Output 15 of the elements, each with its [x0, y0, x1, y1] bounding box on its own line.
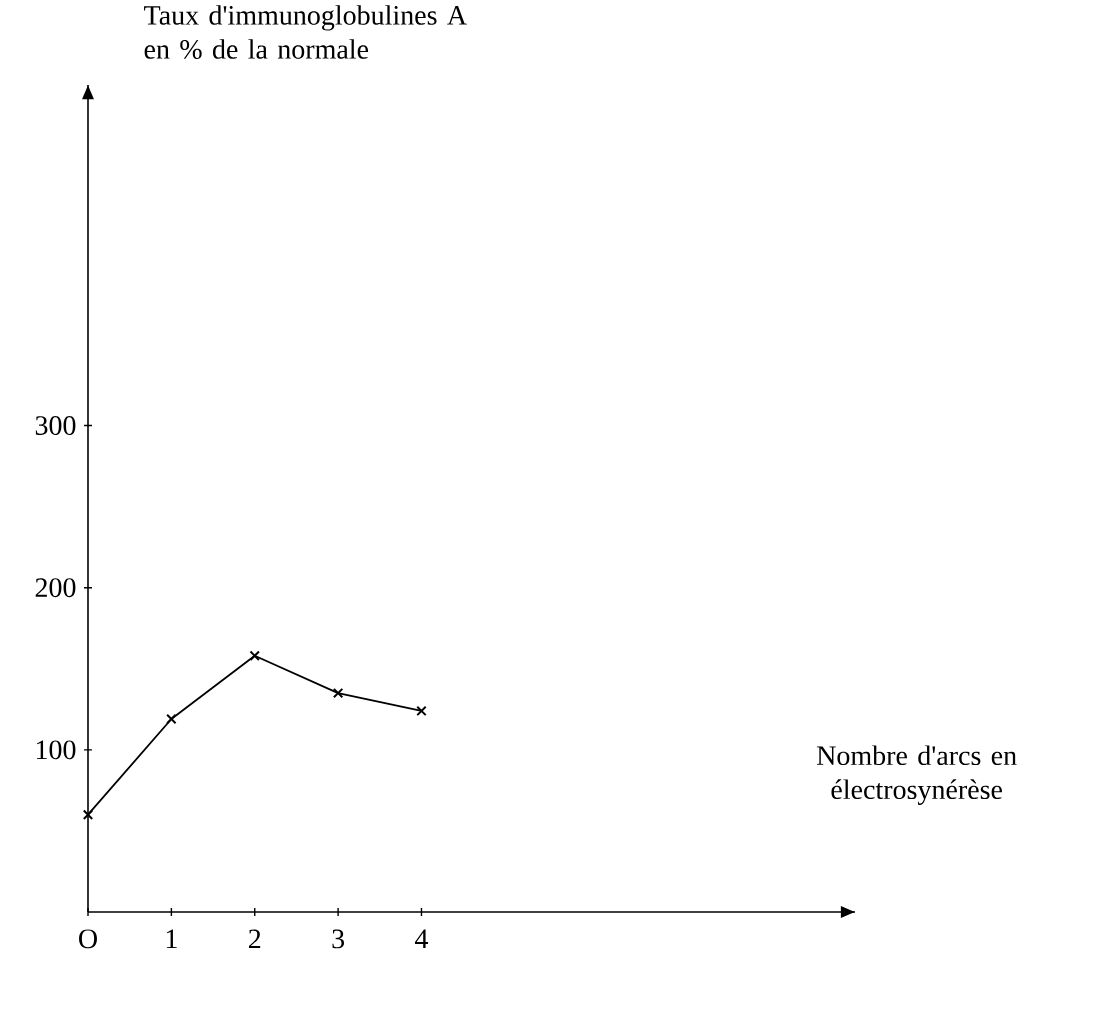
x-axis-title: Nombre d'arcs en électrosynérèse: [816, 745, 1017, 805]
y-tick-label: 100: [36, 740, 76, 760]
x-tick-label: O: [79, 929, 97, 949]
point: [166, 713, 177, 725]
point: [332, 687, 344, 699]
y-tick-label: 300: [35, 416, 76, 435]
point: [82, 809, 94, 820]
point: [249, 650, 260, 662]
y-tick-label: 200: [35, 578, 76, 598]
x-tick-label: 3: [332, 929, 345, 949]
x-tick-label: 1: [166, 929, 177, 948]
y-axis-title: Taux d'immunoglobulines A en % de la normale: [144, 5, 467, 59]
x-tick-label: 4: [415, 929, 429, 948]
x-tick-label: 2: [248, 929, 261, 949]
point: [416, 705, 427, 717]
